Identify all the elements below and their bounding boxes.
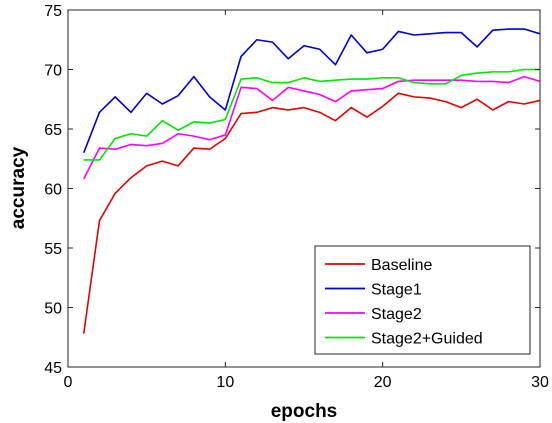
legend-label: Baseline	[371, 257, 432, 274]
y-tick-label: 55	[44, 241, 62, 258]
ticks-layer: 0 10 20 30 45 50 55 60 65 70 75	[44, 3, 549, 391]
y-tick-label: 60	[44, 182, 62, 199]
legend: Baseline Stage1 Stage2 Stage2+Guided	[314, 245, 531, 355]
y-tick-label: 70	[44, 63, 62, 80]
series-layer	[82, 28, 541, 334]
y-axis-title: accuracy	[8, 146, 29, 229]
x-tick-label: 30	[531, 374, 549, 391]
series-line-stage1	[82, 28, 541, 154]
y-tick-label: 65	[44, 122, 62, 139]
legend-label: Stage2+Guided	[371, 331, 483, 348]
y-tick-label: 50	[44, 301, 62, 318]
y-tick-label: 75	[44, 3, 62, 20]
y-tick-label: 45	[44, 360, 62, 377]
x-tick-label: 20	[374, 374, 392, 391]
x-tick-label: 10	[216, 374, 234, 391]
x-tick-label: 0	[64, 374, 73, 391]
legend-label: Stage1	[371, 282, 422, 299]
legend-label: Stage2	[371, 306, 422, 323]
x-axis-title: epochs	[271, 401, 338, 422]
series-line-stage2-guided	[83, 68, 540, 161]
series-line-baseline	[82, 92, 541, 334]
series-line-stage2	[83, 75, 541, 180]
